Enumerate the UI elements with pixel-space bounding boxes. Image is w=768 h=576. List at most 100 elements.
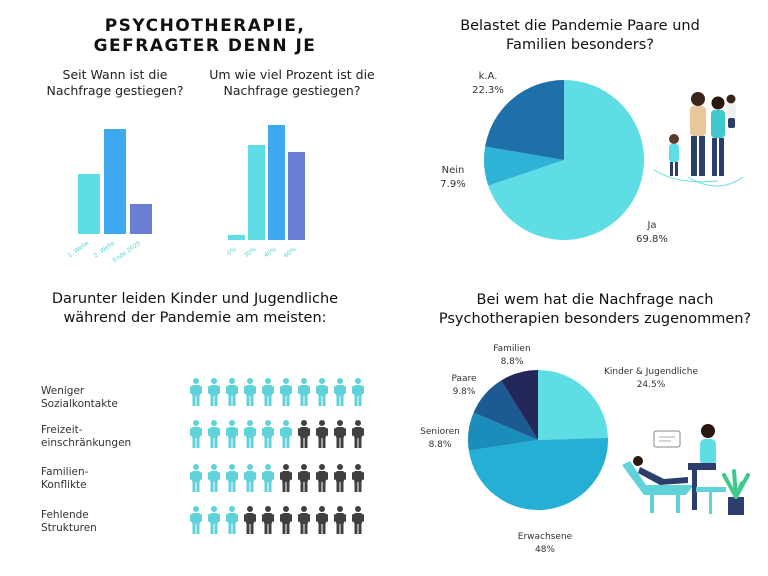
person-icon [334, 464, 346, 492]
bar-tick-label: 30% [243, 246, 258, 260]
grid-row-label-3: Familien- Konflikte [41, 466, 89, 491]
bar-tick-label: 0% [226, 246, 238, 257]
pie2-label-senioren-value: 8.8% [428, 440, 452, 450]
person-icon [262, 506, 274, 534]
pie-chart-2 [468, 370, 608, 511]
therapy-illustration [622, 424, 750, 515]
bar-2 [248, 145, 265, 240]
person-icon [298, 378, 310, 406]
pie2-label-familien-name: Familien [493, 344, 531, 354]
person-icon [352, 378, 364, 406]
person-icon [262, 420, 274, 448]
pie2-label-senioren: Senioren 8.8% [420, 426, 460, 452]
pie2-label-erwachsene-name: Erwachsene [517, 532, 573, 542]
person-icon [280, 378, 292, 406]
pie2-label-familien: Familien 8.8% [490, 343, 534, 369]
pie-chart-1 [484, 80, 644, 241]
bar-3 [268, 125, 285, 240]
pie1-label-ka: k.A. 22.3% [468, 70, 508, 98]
pie1-label-nein-value: 7.9% [440, 179, 466, 190]
person-icon [226, 464, 238, 492]
pie2-label-familien-value: 8.8% [500, 357, 524, 367]
person-icon [190, 378, 202, 406]
person-icon [190, 506, 202, 534]
person-icon [280, 506, 292, 534]
person-icon [352, 420, 364, 448]
pie2-label-senioren-name: Senioren [420, 427, 460, 437]
pie2-label-paare: Paare 9.8% [444, 373, 484, 399]
pie-slice-2 [468, 437, 608, 511]
bar-3 [130, 204, 152, 234]
bar-tick-label: 1. Welle [67, 240, 91, 260]
bar-tick-label: 2. Welle [93, 240, 117, 260]
person-icon [298, 506, 310, 534]
pie-slice-2 [484, 146, 564, 186]
person-icon [190, 464, 202, 492]
person-icon [298, 420, 310, 448]
icon-grid-title: Darunter leiden Kinder und Jugendliche w… [51, 291, 339, 326]
grid-row-label-4: Fehlende Strukturen [41, 509, 97, 534]
person-icon [334, 378, 346, 406]
family-illustration [653, 92, 744, 187]
person-icon [316, 378, 328, 406]
pie-slice-4 [473, 380, 538, 440]
person-icon [262, 378, 274, 406]
person-icon [334, 420, 346, 448]
person-icon [280, 420, 292, 448]
pie1-label-nein-name: Nein [441, 165, 465, 176]
pie1-label-ja: Ja 69.8% [630, 219, 674, 247]
person-icon [190, 420, 202, 448]
pie1-label-nein: Nein 7.9% [433, 164, 473, 192]
person-icon [334, 506, 346, 534]
person-icon [208, 378, 220, 406]
bar-chart-1-title: Seit Wann ist die Nachfrage gestiegen? [46, 67, 184, 98]
person-icon [244, 378, 256, 406]
pie1-label-ja-value: 69.8% [636, 234, 668, 245]
pie-slice-1 [488, 80, 644, 241]
bar-tick-label: Ende 2020 [112, 240, 143, 264]
person-icon [226, 378, 238, 406]
bar-1 [228, 235, 245, 240]
bar-2 [104, 129, 126, 234]
bar-4 [288, 152, 305, 240]
pie-slice-1 [538, 370, 608, 440]
person-icon [208, 464, 220, 492]
person-icon [316, 464, 328, 492]
bar-chart-2-title: Um wie viel Prozent ist die Nachfrage ge… [209, 67, 375, 98]
person-icon [226, 506, 238, 534]
person-icon [208, 420, 220, 448]
person-icon [226, 420, 238, 448]
pie-slice-5 [501, 370, 538, 440]
grid-row-label-2: Freizeit- einschränkungen [41, 424, 132, 449]
person-icon [244, 464, 256, 492]
bar-tick-label: 40% [263, 246, 278, 260]
person-icon [316, 420, 328, 448]
person-icon [262, 464, 274, 492]
pie2-label-erwachsene-value: 48% [534, 545, 555, 555]
pie2-label-paare-value: 9.8% [452, 387, 476, 397]
pie1-label-ka-name: k.A. [478, 71, 498, 82]
pie1-label-ka-value: 22.3% [472, 85, 504, 96]
pie2-label-erwachsene: Erwachsene 48% [510, 531, 580, 557]
pie1-label-ja-name: Ja [647, 220, 657, 231]
pie2-label-kinder-name: Kinder & Jugendliche [603, 367, 698, 377]
bar-1 [78, 174, 100, 234]
person-icon [244, 420, 256, 448]
person-icon [298, 464, 310, 492]
person-icon [352, 464, 364, 492]
pie-slice-3 [468, 412, 538, 451]
icon-grid [190, 378, 364, 534]
grid-row-label-1: Weniger Sozialkontakte [41, 385, 118, 410]
person-icon [208, 506, 220, 534]
person-icon [244, 506, 256, 534]
pie-chart-1-title: Belastet die Pandemie Paare und Familien… [460, 18, 700, 53]
pie-chart-2-title: Bei wem hat die Nachfrage nach Psychothe… [438, 292, 752, 327]
pie2-label-paare-name: Paare [451, 374, 477, 384]
pie2-label-kinder: Kinder & Jugendliche 24.5% [596, 366, 706, 392]
bar-tick-label: 60% [283, 246, 298, 260]
person-icon [316, 506, 328, 534]
bar-chart-2: 0% 30% 40% 60% [226, 125, 305, 260]
person-icon [352, 506, 364, 534]
page-title: PSYCHOTHERAPIE, GEFRAGTER DENN JE [93, 16, 317, 56]
